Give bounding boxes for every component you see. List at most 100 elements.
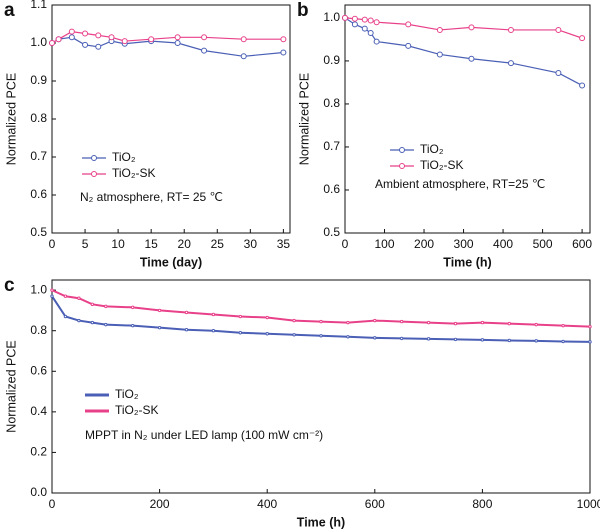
data-point: [121, 38, 128, 45]
data-point: [405, 42, 412, 49]
annotation: MPPT in N₂ under LED lamp (100 mW cm⁻²): [85, 428, 323, 442]
legend-marker: [91, 155, 97, 161]
data-point: [405, 21, 412, 28]
data-point: [367, 29, 374, 36]
legend-label: TiO₂: [112, 150, 136, 164]
data-point: [342, 14, 348, 21]
y-tick-label: 0.4: [30, 404, 47, 418]
data-point: [351, 21, 358, 28]
y-tick-label: 0.8: [30, 111, 47, 125]
legend-label: TiO₂-SK: [112, 166, 156, 180]
x-tick-label: 1000: [577, 497, 600, 511]
data-point: [157, 325, 162, 330]
data-point: [400, 336, 404, 341]
x-tick-label: 0: [49, 497, 56, 511]
data-point: [238, 331, 243, 335]
data-point: [588, 340, 592, 344]
x-tick-label: 300: [454, 237, 474, 251]
x-tick-label: 20: [178, 237, 192, 251]
data-point: [346, 320, 350, 325]
data-point: [561, 339, 565, 344]
x-tick-label: 0: [49, 237, 56, 251]
panel-label: a: [4, 0, 15, 21]
y-tick-label: 0.8: [323, 96, 340, 110]
data-point: [104, 322, 108, 327]
x-tick-label: 500: [533, 237, 553, 251]
x-tick-label: 25: [211, 237, 225, 251]
x-tick-label: 200: [150, 497, 170, 511]
data-point: [148, 36, 155, 43]
data-point: [367, 17, 374, 24]
y-tick-label: 0.8: [30, 323, 47, 337]
data-point: [319, 334, 323, 338]
data-point: [68, 34, 75, 41]
legend-marker: [91, 171, 97, 177]
x-tick-label: 400: [493, 237, 513, 251]
y-tick-label: 1.0: [30, 35, 47, 49]
y-tick-label: 0.9: [323, 53, 340, 67]
y-tick-label: 0.5: [323, 225, 340, 239]
data-point: [361, 25, 368, 32]
data-point: [131, 305, 135, 310]
data-point: [588, 324, 592, 329]
x-axis-title: Time (h): [297, 515, 345, 529]
y-tick-label: 1.0: [30, 282, 47, 296]
x-tick-label: 600: [365, 497, 385, 511]
data-point: [49, 40, 55, 46]
data-point: [280, 49, 287, 56]
x-tick-label: 10: [111, 237, 125, 251]
data-point: [507, 338, 511, 343]
data-point: [373, 38, 380, 45]
y-tick-label: 0.7: [30, 149, 47, 163]
x-tick-label: 35: [277, 237, 291, 251]
plot-frame: [51, 279, 591, 494]
plot-frame: [344, 4, 591, 234]
data-point: [63, 314, 68, 319]
data-point: [50, 288, 54, 292]
y-tick-label: 0.6: [30, 363, 47, 377]
x-tick-label: 400: [257, 497, 277, 511]
legend-label: TiO₂-SK: [115, 403, 159, 417]
data-point: [265, 315, 269, 320]
y-tick-label: 0.6: [323, 182, 340, 196]
data-point: [211, 312, 216, 317]
legend-label: TiO₂: [420, 142, 444, 156]
data-point: [453, 337, 458, 342]
data-point: [50, 294, 54, 298]
y-axis-title: Normalized PCE: [297, 73, 311, 165]
data-point: [507, 321, 511, 326]
data-point: [240, 53, 247, 60]
data-point: [400, 319, 404, 324]
data-point: [534, 339, 538, 343]
data-point: [77, 318, 81, 323]
legend-label: TiO₂: [115, 387, 139, 401]
x-tick-label: 600: [572, 237, 592, 251]
data-point: [373, 19, 380, 26]
data-point: [319, 319, 323, 324]
data-point: [292, 333, 296, 337]
data-point: [240, 36, 247, 43]
y-tick-label: 0.7: [323, 139, 340, 153]
data-point: [507, 60, 514, 67]
data-point: [201, 34, 208, 41]
panel-label: b: [297, 0, 309, 21]
data-point: [561, 323, 565, 328]
y-tick-label: 0.5: [30, 225, 47, 239]
data-point: [280, 36, 287, 43]
data-point: [184, 310, 189, 315]
data-point: [480, 338, 485, 342]
data-point: [68, 28, 75, 35]
data-point: [157, 308, 162, 313]
annotation: Ambient atmosphere, RT=25 ℃: [375, 177, 545, 191]
data-point: [426, 337, 431, 341]
data-point: [426, 320, 431, 325]
y-tick-label: 1.0: [323, 10, 340, 24]
y-tick-label: 0.9: [30, 73, 47, 87]
data-point: [90, 302, 95, 307]
data-point: [361, 16, 368, 23]
x-tick-label: 200: [414, 237, 434, 251]
data-point: [468, 24, 475, 31]
data-point: [82, 30, 89, 37]
y-axis-title: Normalized PCE: [4, 340, 18, 432]
legend-marker: [399, 163, 405, 169]
